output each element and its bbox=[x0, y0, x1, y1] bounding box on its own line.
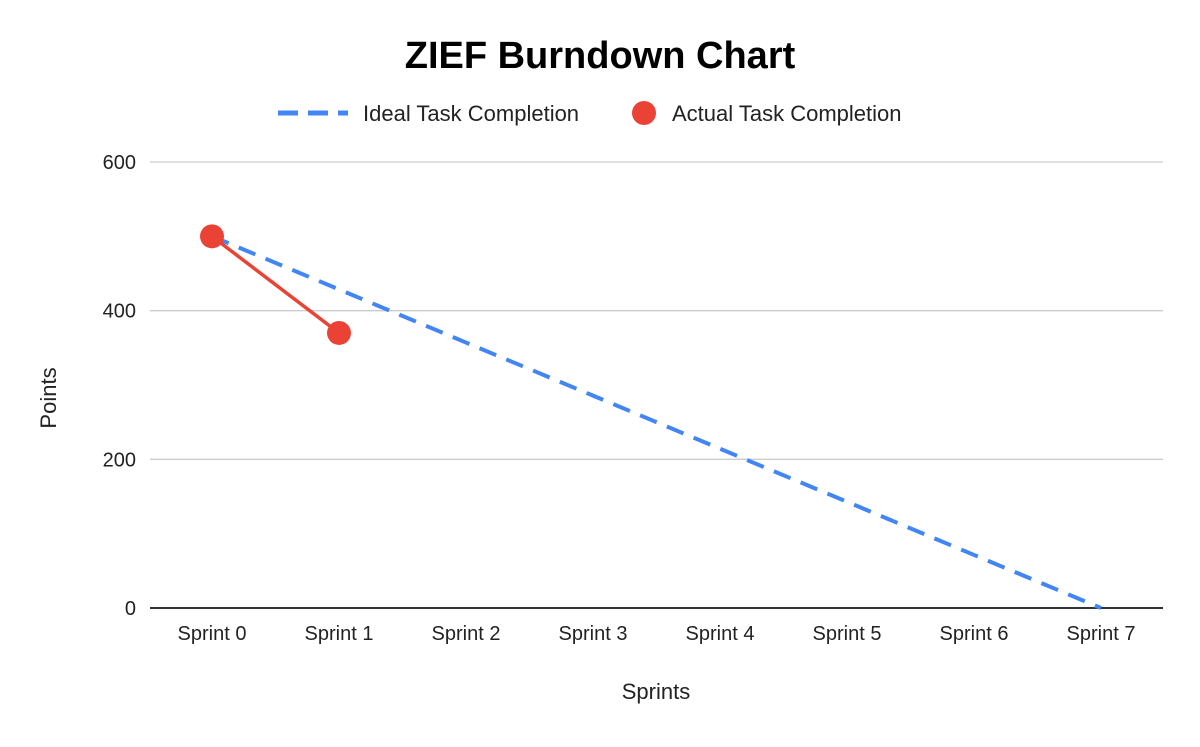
x-tick-label: Sprint 4 bbox=[686, 623, 755, 645]
x-tick-label: Sprint 5 bbox=[813, 623, 882, 645]
x-tick-label: Sprint 6 bbox=[940, 623, 1009, 645]
legend-swatch-actual bbox=[632, 101, 656, 125]
y-tick-label: 0 bbox=[125, 598, 136, 620]
legend-label-ideal: Ideal Task Completion bbox=[363, 101, 579, 126]
x-tick-label: Sprint 7 bbox=[1067, 623, 1136, 645]
legend-item-actual[interactable]: Actual Task Completion bbox=[632, 101, 902, 126]
y-tick-label: 400 bbox=[103, 301, 136, 323]
x-tick-label: Sprint 3 bbox=[559, 623, 628, 645]
series-line-ideal bbox=[211, 234, 1102, 610]
chart-title: ZIEF Burndown Chart bbox=[405, 35, 796, 77]
gridlines bbox=[150, 161, 1163, 609]
x-tick-label: Sprint 2 bbox=[432, 623, 501, 645]
y-tick-label: 600 bbox=[103, 152, 136, 174]
series-line-actual bbox=[210, 234, 341, 335]
data-point-actual bbox=[200, 224, 224, 249]
y-axis-ticks: 0 200 400 600 bbox=[103, 152, 136, 620]
legend-label-actual: Actual Task Completion bbox=[672, 101, 902, 126]
y-tick-label: 200 bbox=[103, 449, 136, 471]
series-layer bbox=[200, 224, 1102, 610]
x-tick-label: Sprint 1 bbox=[305, 623, 374, 645]
chart-legend: Ideal Task Completion Actual Task Comple… bbox=[278, 101, 902, 126]
x-axis-ticks: Sprint 0 Sprint 1 Sprint 2 Sprint 3 Spri… bbox=[178, 623, 1136, 645]
legend-item-ideal[interactable]: Ideal Task Completion bbox=[278, 101, 579, 126]
x-axis-title: Sprints bbox=[622, 679, 690, 704]
x-tick-label: Sprint 0 bbox=[178, 623, 247, 645]
data-point-actual bbox=[327, 320, 351, 345]
y-axis-title: Points bbox=[36, 367, 61, 428]
